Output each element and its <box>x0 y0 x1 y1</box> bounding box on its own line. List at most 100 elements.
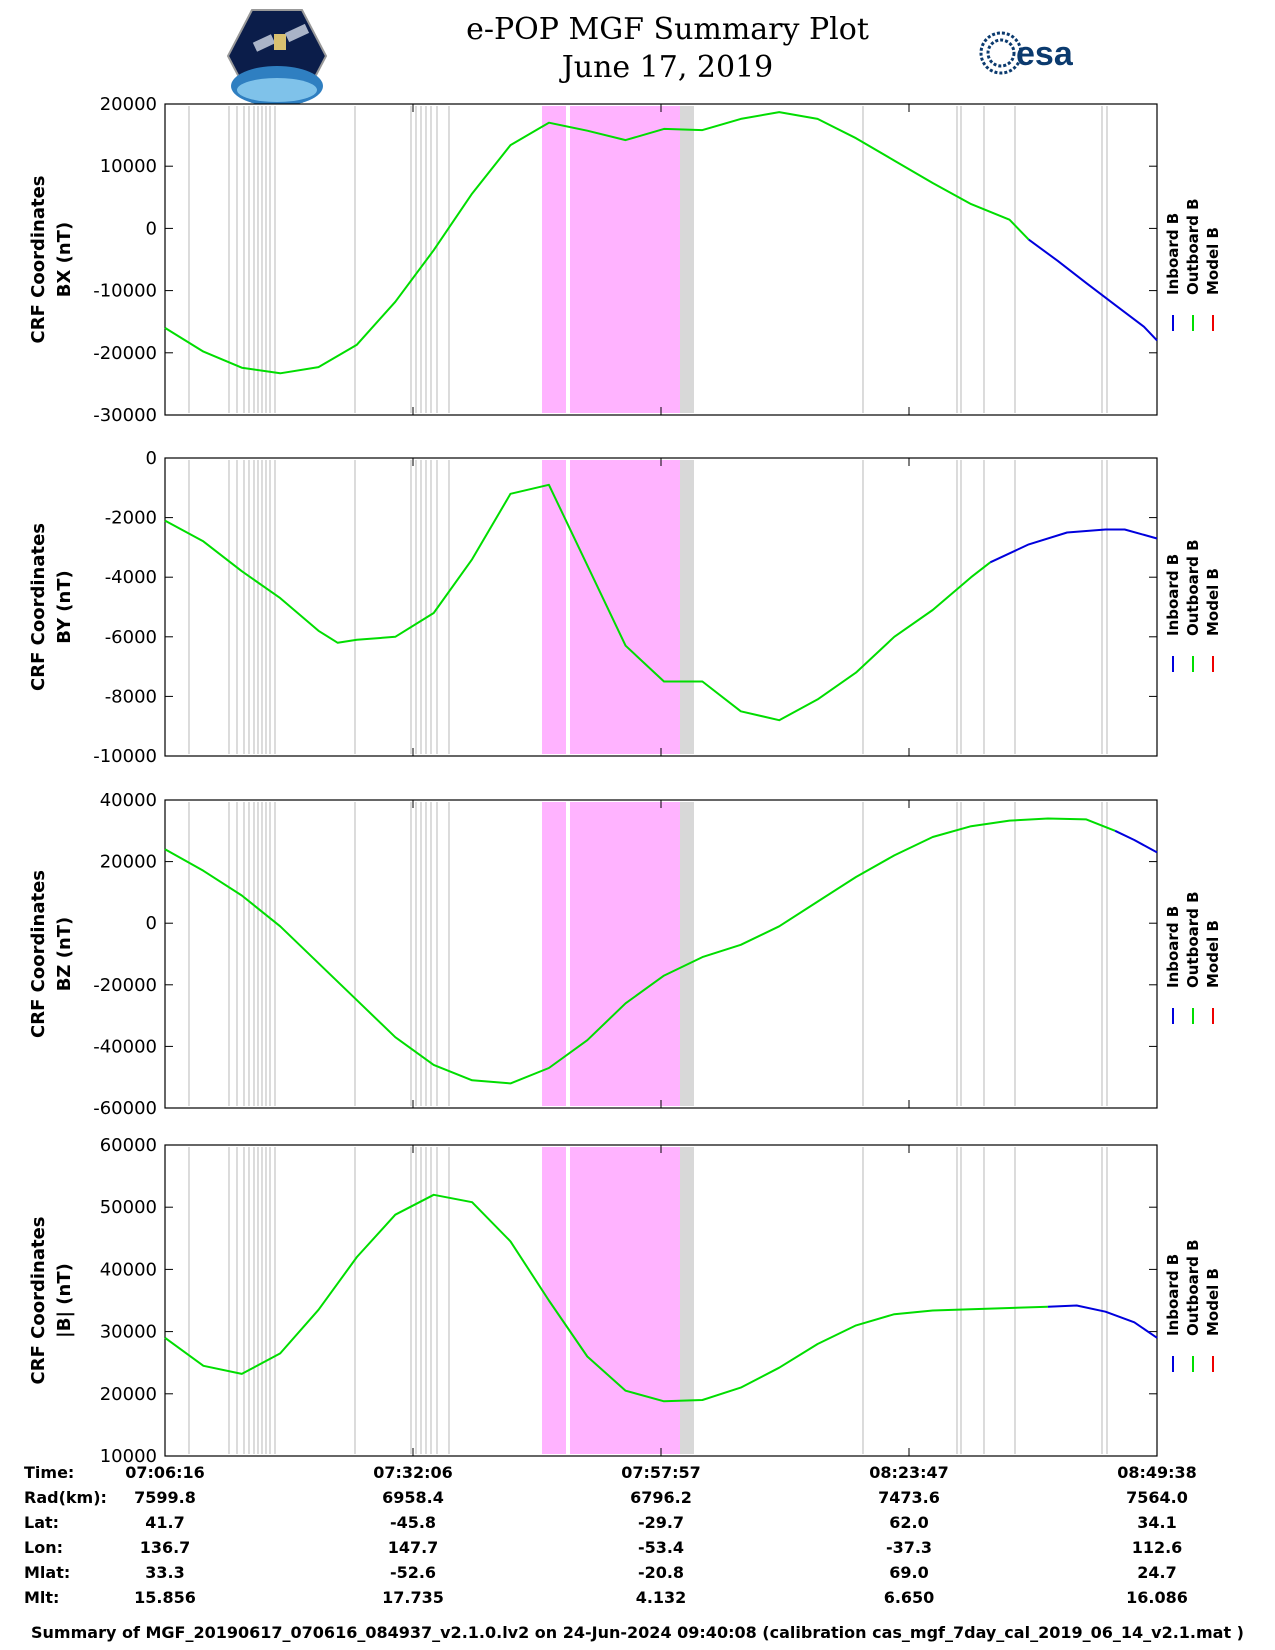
y-tick-label: -4000 <box>105 567 157 588</box>
info-cell: 7564.0 <box>1126 1488 1188 1507</box>
y-tick-label: 40000 <box>100 1259 157 1280</box>
info-row-label: Time: <box>24 1463 75 1482</box>
series-outboard-b <box>164 111 1030 375</box>
series-inboard-b <box>1028 238 1158 342</box>
info-cell: 15.856 <box>134 1588 196 1607</box>
legend-label: Inboard B <box>1164 906 1182 988</box>
y-tick-label: 0 <box>146 448 157 469</box>
panel-2: 0 -2000 -4000 -6000 -8000 -10000 CRF Coordinat… <box>28 448 1222 767</box>
info-cell: -20.8 <box>637 1563 685 1582</box>
info-cell: 7599.8 <box>134 1488 196 1507</box>
legend-label: Inboard B <box>1164 1254 1182 1336</box>
y-tick-label: 0 <box>146 218 157 239</box>
svg-text:esa: esa <box>1016 35 1074 73</box>
info-cell: 17.735 <box>382 1588 444 1607</box>
series-outboard-b <box>164 483 991 722</box>
legend-label: Outboard B <box>1184 539 1202 636</box>
y-tick-label: -2000 <box>105 508 157 529</box>
y-tick-label: 20000 <box>100 852 157 873</box>
legend-label: Model B <box>1204 568 1222 636</box>
plot-title: e-POP MGF Summary Plot <box>466 12 869 47</box>
y-tick-label: 10000 <box>100 156 157 177</box>
info-cell: -29.7 <box>637 1513 685 1532</box>
y-tick-label: -10000 <box>93 281 157 302</box>
y-axis-label: CRF Coordinates <box>28 870 49 1038</box>
y-axis-label: BX (nT) <box>54 222 75 297</box>
info-cell: 7473.6 <box>878 1488 940 1507</box>
series-inboard-b <box>989 528 1158 564</box>
panel-4: 60000 50000 40000 30000 20000 10000 CRF Coordi… <box>28 1135 1222 1467</box>
plot-date: June 17, 2019 <box>561 50 774 85</box>
y-tick-label: 20000 <box>100 94 157 115</box>
legend-label: Model B <box>1204 920 1222 988</box>
gray-region <box>680 106 694 413</box>
info-cell: 69.0 <box>889 1563 929 1582</box>
series-inboard-b <box>1047 1304 1158 1339</box>
info-row-label: Lat: <box>24 1513 60 1532</box>
y-axis-label: CRF Coordinates <box>28 523 49 691</box>
y-tick-label: 60000 <box>100 1135 157 1156</box>
info-cell: 6796.2 <box>630 1488 692 1507</box>
info-cell: 6.650 <box>883 1588 935 1607</box>
info-cell: 07:32:06 <box>373 1463 453 1482</box>
y-axis-label: CRF Coordinates <box>28 176 49 344</box>
info-cell: 08:23:47 <box>869 1463 949 1482</box>
info-cell: -37.3 <box>885 1538 933 1557</box>
gray-region <box>680 1147 694 1454</box>
info-cell: 33.3 <box>145 1563 185 1582</box>
series-inboard-b <box>1114 829 1158 854</box>
legend-label: Outboard B <box>1184 198 1202 295</box>
y-tick-label: -60000 <box>93 1098 157 1119</box>
info-cell: 34.1 <box>1137 1513 1177 1532</box>
legend-label: Outboard B <box>1184 891 1202 988</box>
series-outboard-b <box>164 817 1116 1085</box>
legend-label: Model B <box>1204 227 1222 295</box>
magenta-region <box>542 802 680 1106</box>
footer-caption: Summary of MGF_20190617_070616_084937_v2… <box>31 1623 1244 1642</box>
info-cell: 136.7 <box>139 1538 191 1557</box>
legend-label: Model B <box>1204 1268 1222 1336</box>
panel-3: 40000 20000 0 -20000 -40000 -60000 CRF Coordin… <box>28 790 1222 1119</box>
y-tick-label: -8000 <box>105 686 157 707</box>
info-cell: 112.6 <box>1131 1538 1183 1557</box>
info-cell: 07:57:57 <box>621 1463 701 1482</box>
gray-region <box>680 460 694 754</box>
y-tick-label: -20000 <box>93 343 157 364</box>
y-axis-label: |B| (nT) <box>54 1263 75 1338</box>
info-row-label: Rad(km): <box>24 1488 107 1507</box>
info-cell: 6958.4 <box>382 1488 444 1507</box>
info-row-label: Lon: <box>24 1538 63 1557</box>
info-cell: 16.086 <box>1126 1588 1188 1607</box>
legend-label: Inboard B <box>1164 554 1182 636</box>
info-cell: 24.7 <box>1137 1563 1177 1582</box>
magenta-region <box>542 106 680 413</box>
y-tick-label: 40000 <box>100 790 157 811</box>
legend-label: Inboard B <box>1164 213 1182 295</box>
gray-region <box>680 802 694 1106</box>
y-tick-label: -40000 <box>93 1036 157 1057</box>
y-tick-label: 20000 <box>100 1384 157 1405</box>
y-tick-label: 10000 <box>100 1446 157 1467</box>
y-axis-label: BY (nT) <box>54 570 75 644</box>
info-cell: -52.6 <box>389 1563 437 1582</box>
legend-label: Outboard B <box>1184 1239 1202 1336</box>
info-cell: -45.8 <box>389 1513 437 1532</box>
y-axis-label: BZ (nT) <box>54 917 75 992</box>
y-tick-label: -20000 <box>93 975 157 996</box>
info-cell: 08:49:38 <box>1117 1463 1197 1482</box>
y-tick-label: 30000 <box>100 1322 157 1343</box>
info-cell: 147.7 <box>387 1538 439 1557</box>
info-cell: 62.0 <box>889 1513 929 1532</box>
magenta-region <box>542 460 680 754</box>
info-cell: 41.7 <box>145 1513 185 1532</box>
y-tick-label: -30000 <box>93 405 157 426</box>
y-tick-label: 0 <box>146 913 157 934</box>
info-cell: -53.4 <box>637 1538 685 1557</box>
satellite-mission-logo <box>226 9 328 104</box>
y-tick-label: -6000 <box>105 627 157 648</box>
info-row-label: Mlat: <box>24 1563 71 1582</box>
series-outboard-b <box>164 1193 1048 1403</box>
y-tick-label: 50000 <box>100 1197 157 1218</box>
panel-1: 20000 10000 0 -10000 -20000 -30000 CRF Coordin… <box>28 94 1222 426</box>
